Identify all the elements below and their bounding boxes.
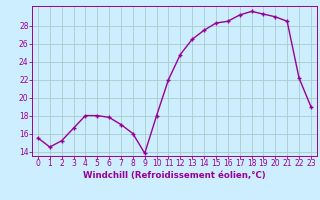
X-axis label: Windchill (Refroidissement éolien,°C): Windchill (Refroidissement éolien,°C) xyxy=(83,171,266,180)
